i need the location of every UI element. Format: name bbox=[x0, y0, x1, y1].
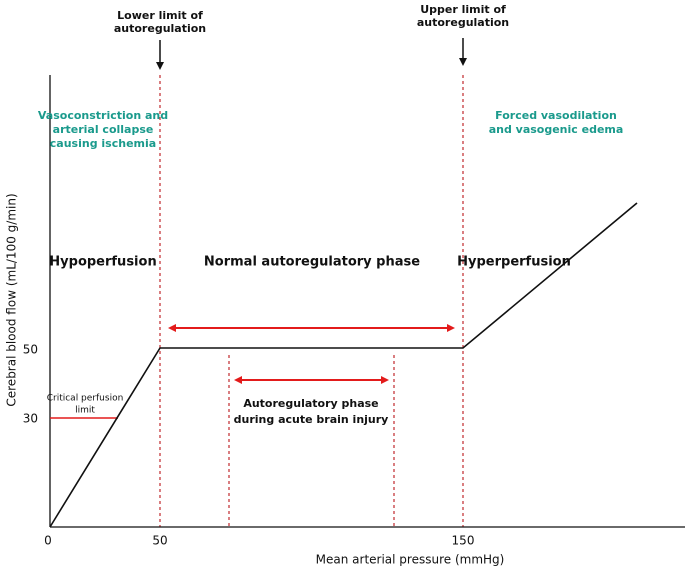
annotation: Upper limit of bbox=[420, 3, 506, 16]
x-tick-label: 50 bbox=[152, 534, 167, 548]
annotation: autoregulation bbox=[417, 16, 509, 29]
axes bbox=[49, 75, 685, 528]
annotation: Autoregulatory phase bbox=[243, 397, 378, 410]
annotation: Critical perfusion bbox=[47, 394, 124, 404]
x-tick-label: 0 bbox=[44, 534, 52, 548]
x-tick-label: 150 bbox=[452, 534, 475, 548]
y-axis-label: Cerebral blood flow (mL/100 g/min) bbox=[5, 193, 19, 406]
annotation: and vasogenic edema bbox=[489, 123, 624, 136]
phase-label: Normal autoregulatory phase bbox=[204, 255, 420, 270]
y-tick-label: 30 bbox=[23, 412, 38, 426]
annotation: arterial collapse bbox=[53, 123, 154, 136]
x-axis-label: Mean arterial pressure (mmHg) bbox=[316, 553, 505, 567]
y-tick-label: 50 bbox=[23, 343, 38, 357]
limit-lines bbox=[159, 75, 464, 527]
phase-label: Hypoperfusion bbox=[49, 255, 156, 270]
phase-label: Hyperperfusion bbox=[457, 255, 571, 270]
autoregulation-curve bbox=[49, 202, 638, 528]
annotation: Lower limit of bbox=[117, 9, 203, 22]
annotation: limit bbox=[75, 406, 95, 416]
annotation: during acute brain injury bbox=[234, 413, 389, 426]
annotation: Forced vasodilation bbox=[495, 109, 617, 122]
annotation: Vasoconstriction and bbox=[38, 109, 168, 122]
annotation: autoregulation bbox=[114, 22, 206, 35]
annotation: causing ischemia bbox=[50, 137, 156, 150]
